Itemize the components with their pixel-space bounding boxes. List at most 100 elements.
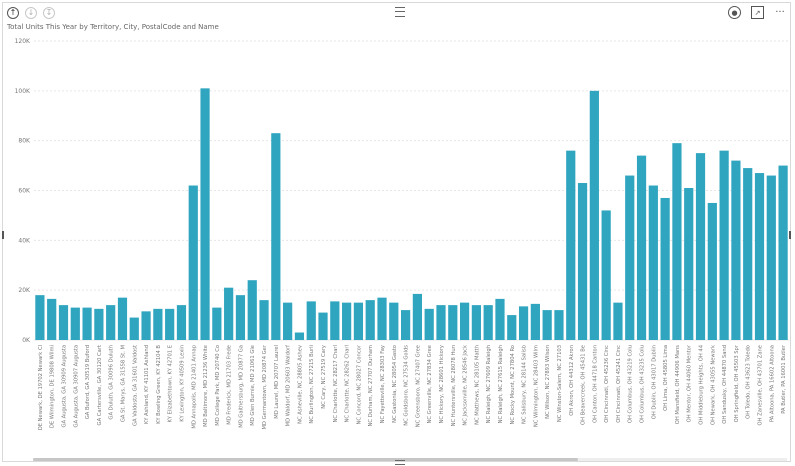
bar[interactable] — [247, 280, 257, 340]
x-tick-label: NC Cary, NC 27519 Cary — [321, 345, 327, 409]
bar[interactable] — [117, 297, 128, 340]
bar[interactable] — [294, 332, 305, 340]
bar[interactable] — [766, 175, 776, 340]
bar[interactable] — [707, 202, 717, 340]
bar[interactable] — [483, 305, 493, 340]
x-tick-label: NC Goldsboro, NC 27534 Golds — [404, 345, 410, 426]
bar[interactable] — [35, 295, 45, 340]
y-tick-label: 100K — [15, 88, 31, 95]
horizontal-scrollbar[interactable] — [33, 458, 787, 461]
bar[interactable] — [200, 88, 210, 340]
bar[interactable] — [660, 197, 670, 340]
bar[interactable] — [471, 305, 481, 340]
x-tick-label: OH Columbus, OH 43235 Colu — [640, 345, 646, 423]
bar[interactable] — [589, 90, 599, 340]
bar[interactable] — [58, 305, 69, 340]
bar[interactable] — [342, 302, 352, 341]
bar[interactable] — [176, 305, 187, 340]
bar[interactable] — [306, 301, 316, 340]
x-tick-label: NC Hickory, NC 28601 Hickory — [439, 345, 445, 424]
bar[interactable] — [141, 311, 151, 340]
bar[interactable] — [542, 310, 552, 340]
x-tick-label: OH Beavercreek, OH 45431 Be — [581, 345, 587, 425]
bar[interactable] — [684, 188, 694, 340]
x-tick-label: GA Augusta, GA 30909 Augusta — [61, 345, 67, 428]
bar[interactable] — [743, 168, 753, 340]
bar[interactable] — [401, 310, 411, 340]
bar[interactable] — [566, 150, 576, 340]
x-tick-label: GA Cartersville, GA 30120 Cart — [97, 345, 103, 425]
bar[interactable] — [212, 307, 222, 340]
bar[interactable] — [330, 301, 340, 340]
x-tick-label: NC Gastonia, NC 28054 Gasto — [392, 345, 398, 423]
x-tick-label: KY Ashland, KY 41101 Ashland — [144, 345, 150, 424]
bar[interactable] — [731, 160, 741, 340]
bar[interactable] — [318, 312, 328, 340]
drill-down-icon[interactable]: ↓ — [25, 7, 37, 19]
bar[interactable] — [613, 302, 623, 341]
x-tick-label: NC Greenville, NC 27834 Gree — [427, 345, 433, 423]
bar[interactable] — [518, 306, 529, 340]
expand-icon[interactable]: ↗ — [751, 6, 764, 19]
x-tick-label: GA Buford, GA 30519 Buford — [85, 345, 91, 419]
bar[interactable] — [94, 308, 104, 340]
bar[interactable] — [601, 210, 611, 340]
x-tick-label: NC Raleigh, NC 27609 Raleigh — [486, 345, 492, 423]
bar[interactable] — [47, 298, 57, 340]
bar[interactable] — [577, 183, 588, 340]
bar[interactable] — [353, 302, 364, 341]
x-tick-label: NC Charlotte, NC 28217 Charl — [333, 345, 339, 423]
bar[interactable] — [235, 295, 246, 340]
bar[interactable] — [153, 308, 163, 340]
bar[interactable] — [459, 302, 470, 341]
bar[interactable] — [365, 300, 375, 340]
bar[interactable] — [672, 143, 682, 340]
bar[interactable] — [412, 293, 422, 340]
bar[interactable] — [695, 153, 706, 341]
resize-handle-left[interactable] — [2, 231, 4, 239]
x-tick-label: OH Cincinnati, OH 45241 Cinc — [616, 345, 622, 423]
bar[interactable] — [271, 133, 281, 340]
bar[interactable] — [129, 317, 139, 340]
bar[interactable] — [389, 302, 399, 341]
focus-mode-icon[interactable]: ● — [728, 6, 741, 19]
x-tick-label: NC Raleigh, NC 27615 Raleigh — [498, 345, 504, 423]
bar[interactable] — [188, 185, 198, 340]
bar[interactable] — [436, 305, 446, 340]
more-options-icon[interactable]: ··· — [775, 7, 785, 18]
bar-chart: 0K 20K 40K 60K 80K 100K 120K DE Newark, DE 197… — [15, 38, 789, 430]
bar[interactable] — [719, 150, 729, 340]
bar[interactable] — [507, 315, 517, 340]
resize-handle-bottom[interactable] — [395, 460, 405, 465]
bar[interactable] — [448, 305, 458, 340]
drill-up-icon[interactable]: ↑ — [7, 7, 19, 19]
resize-handle-right[interactable] — [789, 231, 791, 239]
bar[interactable] — [530, 303, 540, 340]
x-tick-label: MD Gaithersburg, MD 20877 Ga — [238, 345, 244, 428]
drag-handle-icon[interactable] — [395, 7, 405, 17]
x-tick-label: KY Bowling Green, KY 42104 B — [156, 345, 162, 424]
expand-down-icon[interactable]: ↧ — [43, 7, 55, 19]
scrollbar-thumb[interactable] — [33, 458, 578, 461]
bar[interactable] — [70, 307, 80, 340]
bar[interactable] — [648, 185, 658, 340]
bar[interactable] — [165, 308, 175, 340]
bar[interactable] — [636, 155, 647, 340]
bar[interactable] — [377, 297, 387, 340]
bar[interactable] — [283, 302, 293, 341]
y-tick-label: 40K — [18, 237, 31, 244]
bar[interactable] — [106, 305, 116, 340]
bar[interactable] — [554, 310, 564, 340]
x-tick-label: NC Huntersville, NC 28078 Hun — [451, 345, 457, 426]
bar[interactable] — [495, 298, 505, 340]
bar[interactable] — [259, 300, 269, 340]
bar[interactable] — [754, 173, 765, 340]
bar[interactable] — [82, 307, 92, 340]
bar[interactable] — [778, 165, 788, 340]
x-tick-label: MD College Park, MD 20740 Co — [215, 345, 221, 426]
x-tick-label: KY Elizabethtown, KY 42701 E — [168, 345, 174, 422]
bar[interactable] — [424, 308, 434, 340]
bar[interactable] — [625, 175, 635, 340]
bar[interactable] — [224, 287, 234, 340]
